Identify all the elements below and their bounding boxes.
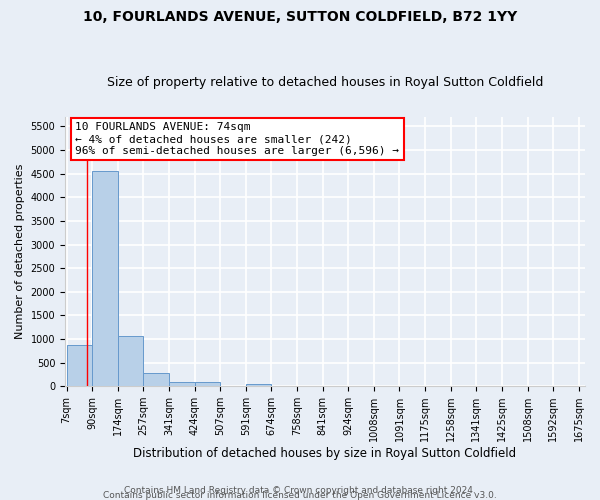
- Text: 10, FOURLANDS AVENUE, SUTTON COLDFIELD, B72 1YY: 10, FOURLANDS AVENUE, SUTTON COLDFIELD, …: [83, 10, 517, 24]
- Title: Size of property relative to detached houses in Royal Sutton Coldfield: Size of property relative to detached ho…: [107, 76, 543, 90]
- Bar: [194, 382, 220, 386]
- Bar: [169, 382, 194, 386]
- Text: 10 FOURLANDS AVENUE: 74sqm
← 4% of detached houses are smaller (242)
96% of semi: 10 FOURLANDS AVENUE: 74sqm ← 4% of detac…: [76, 122, 400, 156]
- Y-axis label: Number of detached properties: Number of detached properties: [15, 164, 25, 340]
- Bar: [67, 344, 92, 386]
- Bar: [143, 372, 169, 386]
- Bar: [118, 336, 143, 386]
- Bar: [246, 384, 271, 386]
- Text: Contains HM Land Registry data © Crown copyright and database right 2024.: Contains HM Land Registry data © Crown c…: [124, 486, 476, 495]
- Text: Contains public sector information licensed under the Open Government Licence v3: Contains public sector information licen…: [103, 490, 497, 500]
- X-axis label: Distribution of detached houses by size in Royal Sutton Coldfield: Distribution of detached houses by size …: [133, 447, 517, 460]
- Bar: [92, 171, 118, 386]
